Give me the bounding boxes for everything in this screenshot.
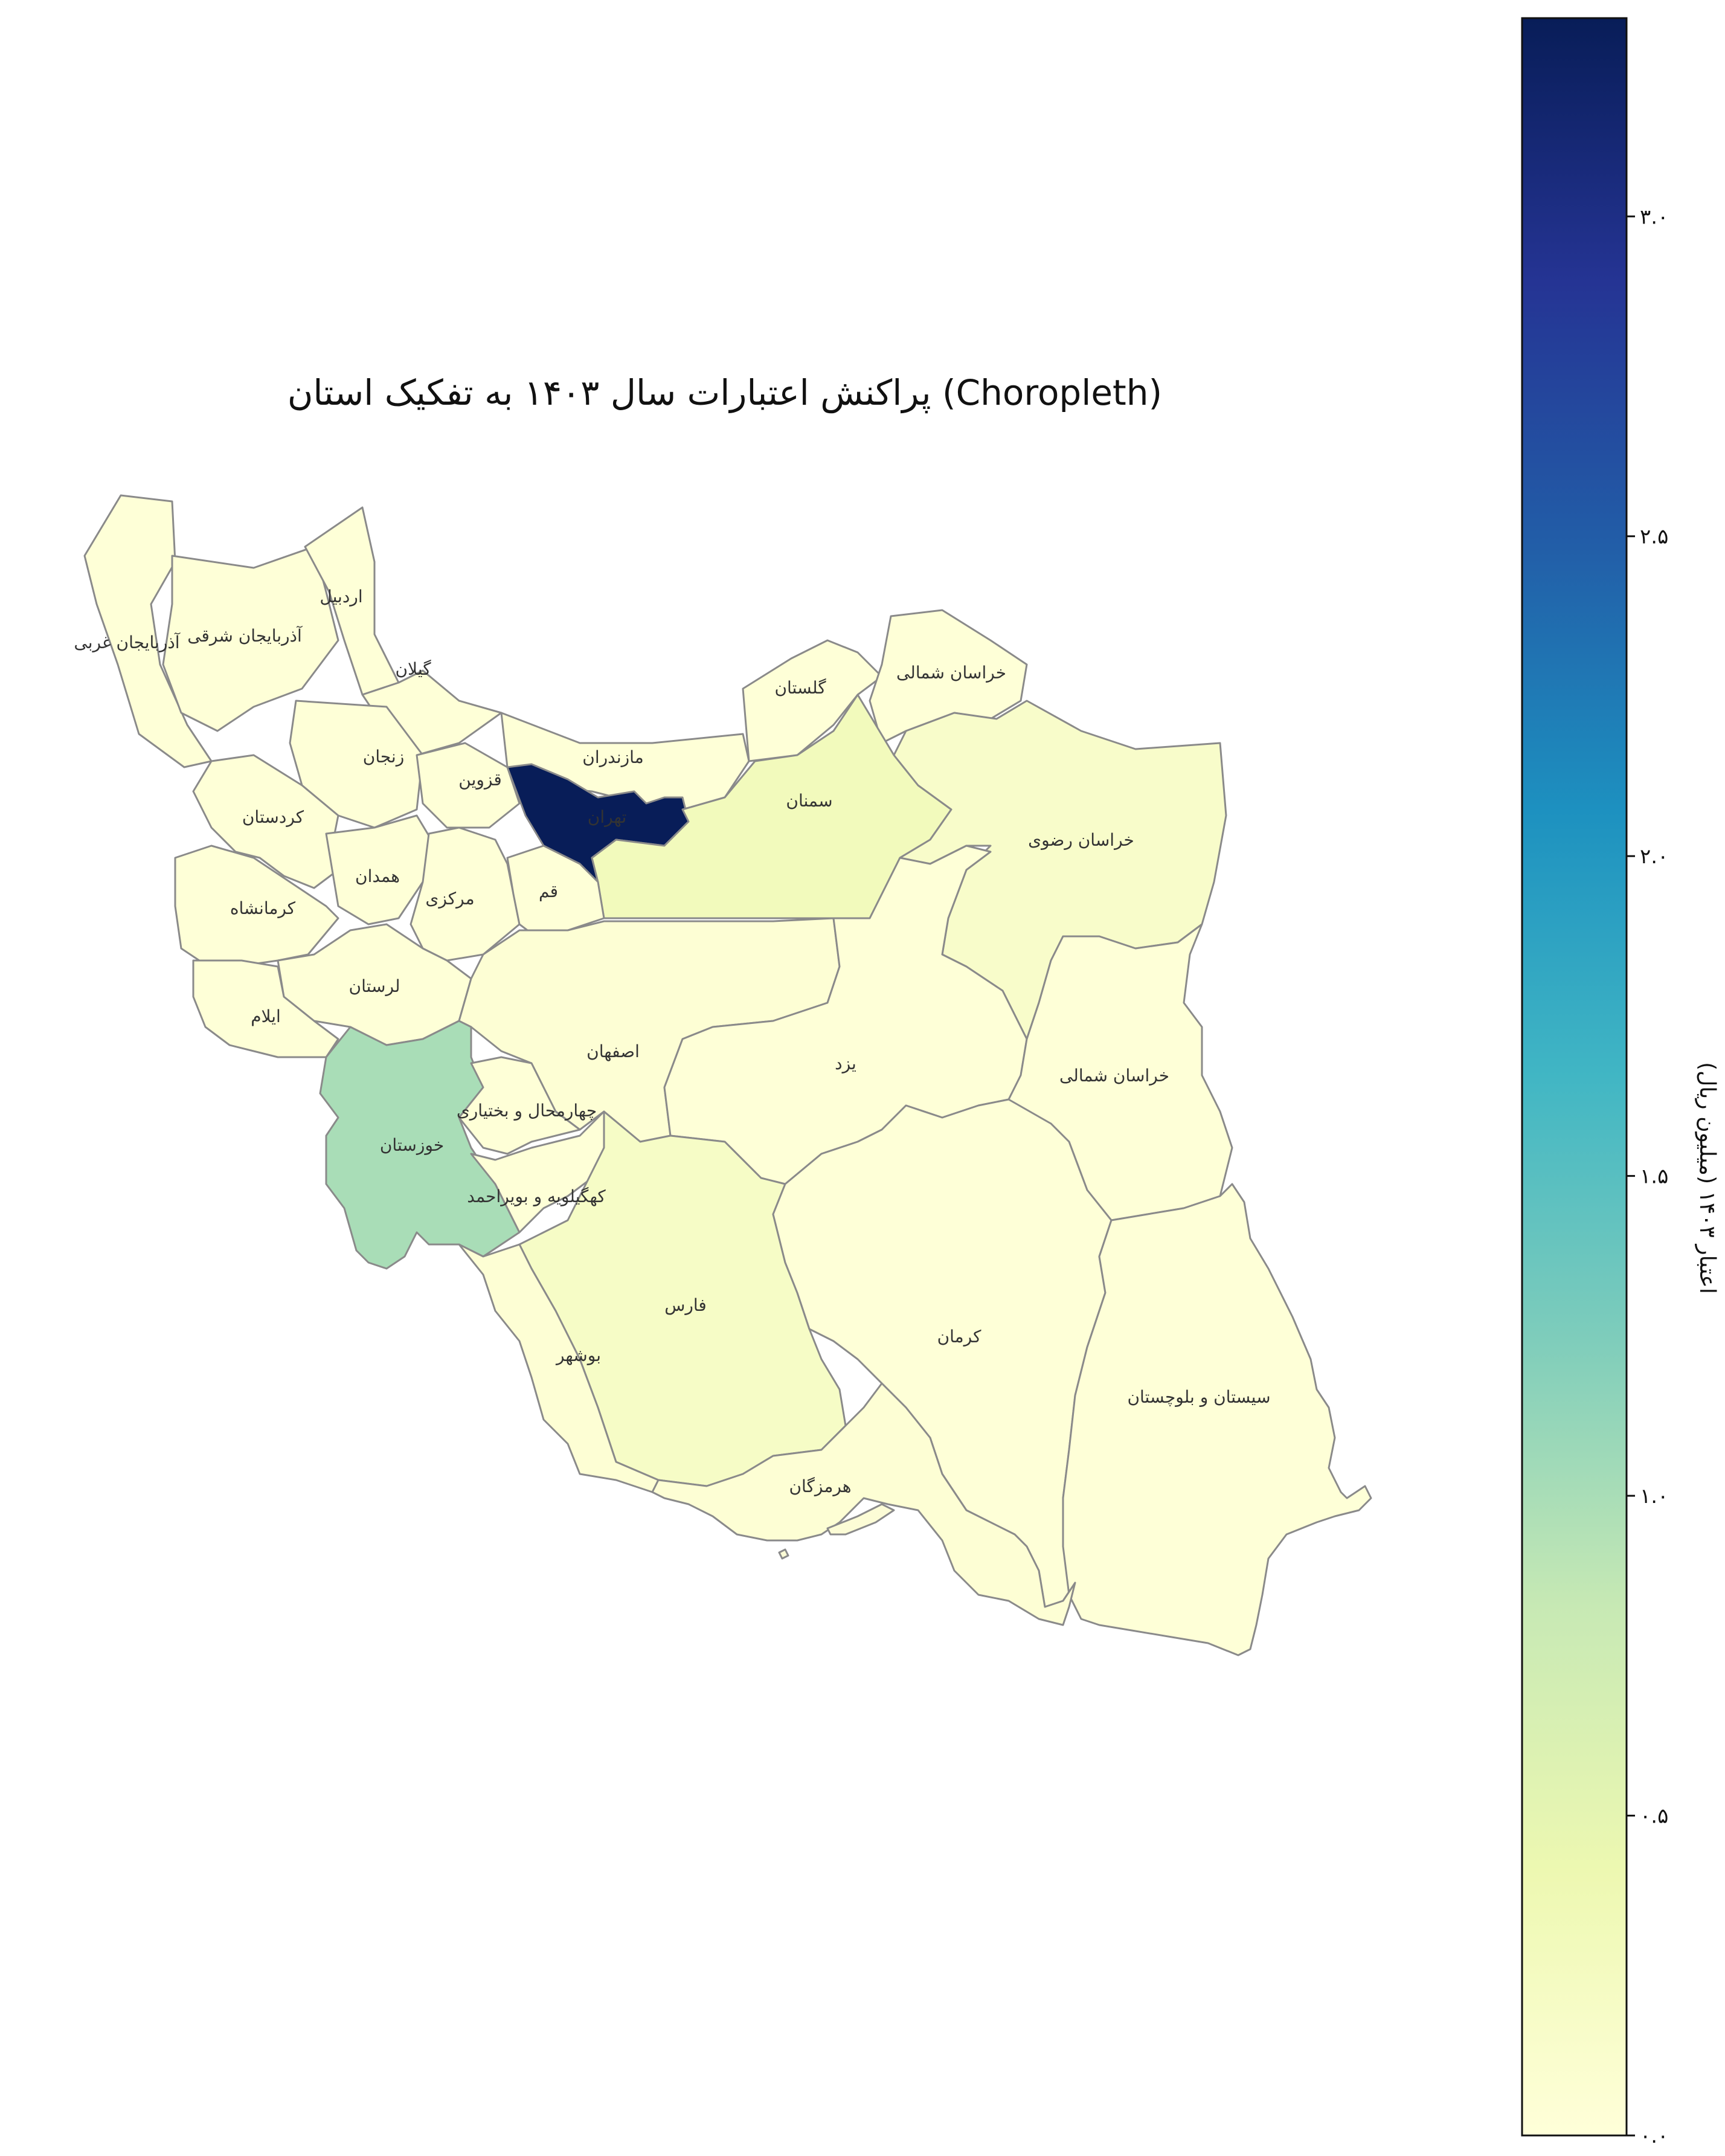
province-east-azarbaijan[interactable] (162, 545, 339, 732)
colorbar-gradient (1521, 17, 1628, 2137)
colorbar-tick-label: ۲.۵ (1640, 525, 1668, 549)
label-markazi: مرکزی (425, 889, 474, 909)
label-north-khorasan: خراسان شمالی (896, 663, 1006, 683)
island-qeshm (826, 1503, 895, 1536)
label-kohgiluyeh: کهگیلویه و بویراحمد (467, 1186, 606, 1206)
province-hormozgan[interactable] (651, 1382, 1076, 1626)
colorbar-tick-label: ۰.۵ (1640, 1804, 1668, 1829)
colorbar-ticks: ۰.۰ ۰.۵ ۱.۰ ۱.۵ ۲.۰ ۲.۵ ۳.۰ (1627, 205, 1668, 2148)
province-hamadan[interactable] (325, 814, 436, 925)
label-golestan: گلستان (774, 678, 826, 698)
label-chaharmahal: چهارمحال و بختیاری (457, 1101, 597, 1121)
label-gilan: گیلان (395, 659, 431, 679)
province-qom[interactable] (506, 845, 605, 944)
label-kurdistan: کردستان (242, 807, 304, 827)
label-hormozgan: هرمزگان (789, 1476, 851, 1496)
label-semnan: سمنان (786, 791, 832, 811)
label-south-khorasan: خراسان شمالی (1059, 1066, 1169, 1086)
colorbar: ۰.۰ ۰.۵ ۱.۰ ۱.۵ ۲.۰ ۲.۵ ۳.۰ اعتبار ۱۴۰۳ (میلیو… (1521, 17, 1720, 2148)
label-hamadan: همدان (355, 866, 400, 886)
label-razavi-khorasan: خراسان رضوی (1028, 830, 1134, 850)
province-kurdistan[interactable] (192, 754, 339, 889)
label-west-azarbaijan: آذربایجان غربی (74, 632, 180, 652)
label-kermanshah: کرمانشاه (230, 898, 296, 918)
colorbar-tick-label: ۳.۰ (1640, 205, 1668, 229)
label-yazd: یزد (835, 1054, 856, 1073)
colorbar-tick-label: ۱.۰ (1640, 1484, 1668, 1508)
label-kerman: کرمان (937, 1327, 982, 1347)
province-labels: آذربایجان غربی آذربایجان شرقی اردبیل گیل… (74, 587, 1270, 1496)
label-zanjan: زنجان (363, 747, 404, 767)
province-ilam[interactable] (192, 959, 339, 1058)
iran-province-map (83, 494, 1372, 1656)
label-east-azarbaijan: آذربایجان شرقی (187, 626, 303, 646)
label-mazandaran: مازندران (582, 747, 643, 767)
colorbar-tick-label: ۱.۵ (1640, 1165, 1668, 1189)
label-bushehr: بوشهر (555, 1345, 601, 1365)
province-chaharmahal[interactable] (458, 1056, 581, 1155)
label-fars: فارس (664, 1295, 707, 1315)
label-qom: قم (539, 881, 558, 901)
label-ardabil: اردبیل (320, 587, 362, 607)
label-qazvin: قزوین (458, 770, 501, 790)
island-kish (778, 1548, 789, 1560)
label-ilam: ایلام (251, 1006, 281, 1026)
label-isfahan: اصفهان (586, 1041, 640, 1061)
colorbar-label: اعتبار ۱۴۰۳ (میلیون ریال) (1695, 1062, 1720, 1294)
province-markazi[interactable] (410, 826, 521, 962)
label-khuzestan: خوزستان (380, 1135, 444, 1155)
province-kermanshah[interactable] (174, 845, 339, 968)
province-sistan-baluchestan[interactable] (1062, 1183, 1372, 1656)
map-title: پراکنش اعتبارات سال ۱۴۰۳ به تفکیک استان … (288, 372, 1162, 414)
province-qazvin[interactable] (416, 742, 521, 829)
label-sistan-baluchestan: سیستان و بلوچستان (1127, 1387, 1270, 1407)
colorbar-tick-label: ۲.۰ (1640, 845, 1668, 869)
label-tehran: تهران (588, 807, 627, 827)
label-lorestan: لرستان (349, 976, 400, 996)
colorbar-tick-label: ۰.۰ (1640, 2124, 1668, 2148)
